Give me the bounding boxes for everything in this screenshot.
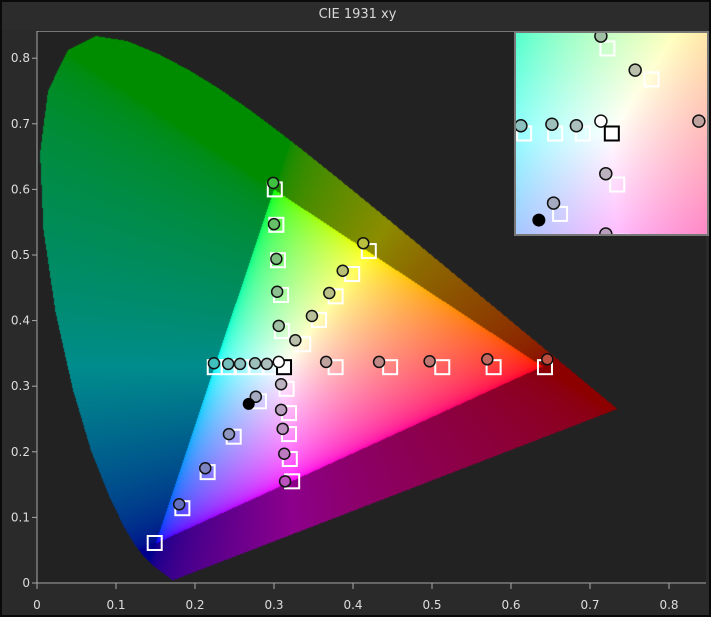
target-white-point-marker [603,125,620,142]
measured-point-red [319,355,333,369]
measured-point-cyan [221,357,235,371]
measured-point-magenta [274,377,288,391]
target-marker-red [485,359,502,376]
target-marker-blue [146,534,163,551]
measured-point-cyan [248,356,262,370]
measured-black-point [242,397,255,410]
measured-point-green [270,252,283,266]
title-bar: CIE 1931 xy [2,2,709,30]
x-tick-label: 0.1 [106,598,125,612]
target-marker-yellow [643,71,660,88]
measured-white-point [272,355,285,369]
y-tick-label: 0.2 [11,445,30,459]
measured-black-point [532,213,546,227]
chart-title: CIE 1931 xy [318,7,397,22]
y-tick-label: 0.4 [11,314,30,328]
y-tick-label: 0.3 [11,379,30,393]
measured-point-magenta [599,227,613,234]
measured-point-red [481,353,494,366]
measured-point-yellow [357,236,370,250]
measured-point-red [692,114,706,128]
measured-point-yellow [289,334,302,347]
measured-point-magenta [278,447,291,461]
measured-point-blue [199,461,212,475]
y-tick-label: 0.7 [11,117,30,131]
measured-point-green [272,319,285,333]
measured-point-cyan [233,357,247,371]
x-tick-label: 0 [33,598,41,612]
measured-point-yellow [628,63,642,77]
y-tick-label: 0.1 [11,510,30,524]
y-tick-label: 0 [22,576,30,590]
measured-point-magenta [276,422,289,436]
target-marker-red [434,359,451,376]
measured-point-cyan [516,119,528,133]
measured-point-blue [222,427,236,441]
y-tick-label: 0.5 [11,248,30,262]
measured-point-blue [546,196,561,210]
measured-point-cyan [260,357,274,371]
x-tick-label: 0.2 [185,598,204,612]
measured-point-red [372,355,386,369]
target-marker-red [382,359,399,376]
measured-point-magenta [278,475,292,488]
y-tick-label: 0.6 [11,182,30,196]
x-tick-label: 0.3 [264,598,283,612]
white-point-zoom-inset [514,31,709,236]
y-tick-label: 0.8 [11,51,30,65]
inset-overlay [516,33,706,234]
x-tick-label: 0.4 [343,598,362,612]
x-tick-label: 0.6 [501,598,520,612]
measured-point-magenta [599,166,613,181]
measured-point-blue [172,498,186,511]
x-tick-label: 0.8 [659,598,678,612]
measured-point-green [270,285,284,298]
x-tick-label: 0.7 [580,598,599,612]
measured-point-blue [249,390,263,403]
target-marker-green [599,40,616,57]
measured-point-red [541,353,554,366]
measured-point-cyan [207,356,221,370]
measured-point-green [267,217,281,231]
measured-point-yellow [336,264,349,277]
measured-point-cyan [545,117,559,131]
target-marker-magenta [609,176,626,193]
x-tick-label: 0.5 [422,598,441,612]
measured-point-red [423,355,436,368]
measured-point-green [266,176,280,190]
measured-point-yellow [305,309,319,323]
measured-point-magenta [274,403,288,417]
measured-point-yellow [323,286,336,300]
target-marker-blue [552,205,569,222]
measured-white-point [594,114,608,128]
measured-point-cyan [569,119,584,133]
measured-point-green [594,33,608,43]
